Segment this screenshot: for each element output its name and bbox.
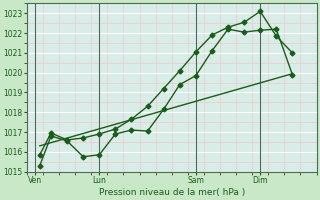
- X-axis label: Pression niveau de la mer( hPa ): Pression niveau de la mer( hPa ): [99, 188, 245, 197]
